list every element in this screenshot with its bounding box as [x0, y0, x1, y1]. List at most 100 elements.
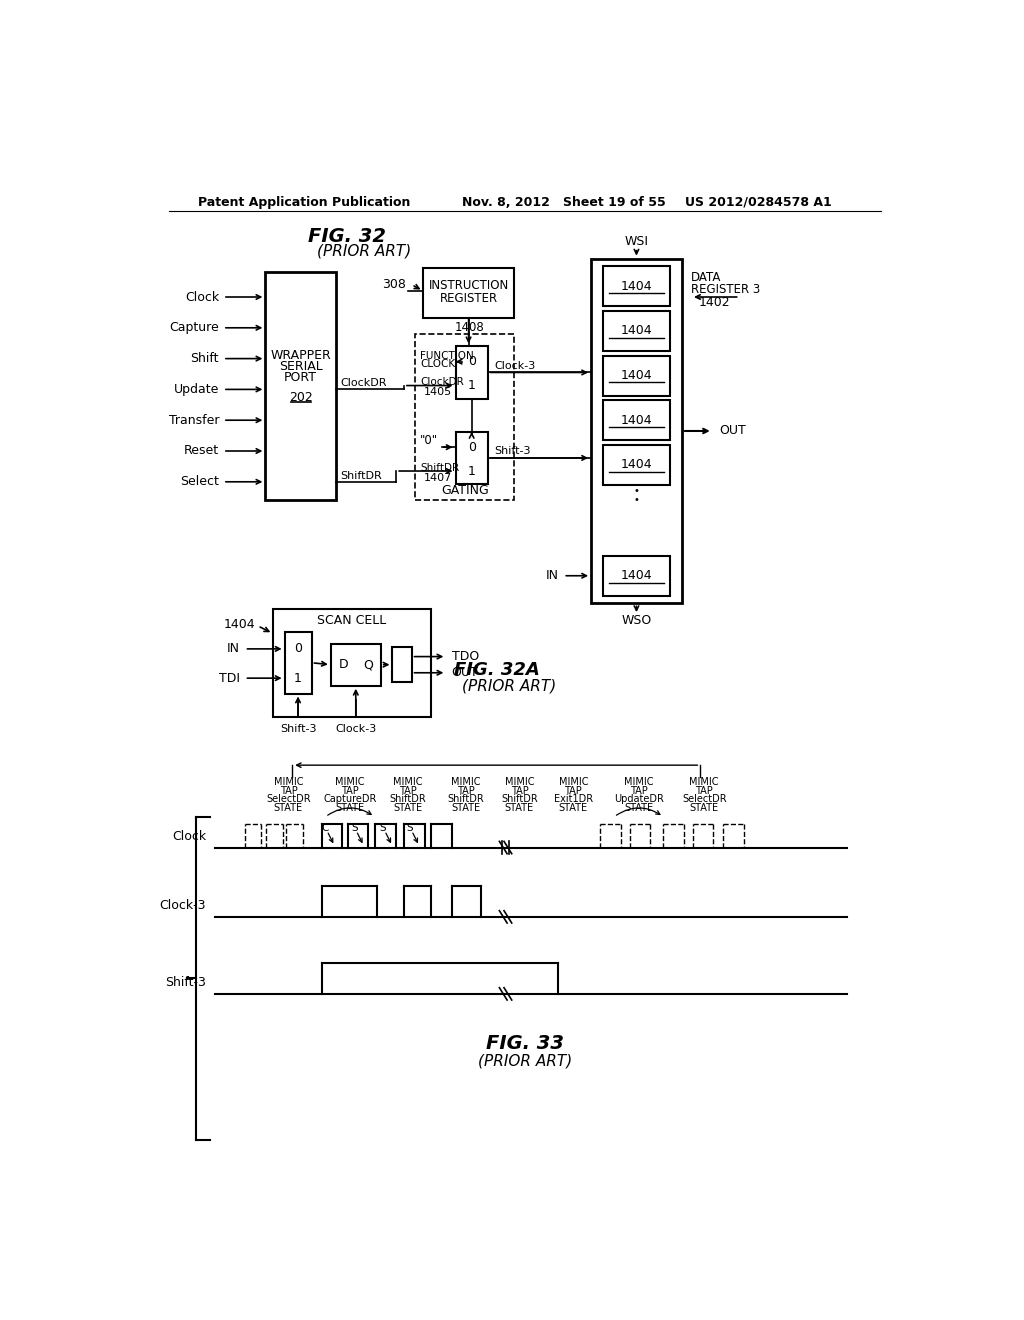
Text: MIMIC: MIMIC — [505, 777, 535, 787]
Text: 1405: 1405 — [424, 388, 452, 397]
Bar — [602, 445, 671, 484]
Text: Shift: Shift — [190, 352, 219, 366]
Text: WSO: WSO — [622, 614, 651, 627]
Text: ClockDR: ClockDR — [420, 378, 464, 388]
Text: TAP: TAP — [341, 785, 358, 796]
Text: (PRIOR ART): (PRIOR ART) — [316, 243, 412, 259]
Bar — [273, 609, 431, 717]
Text: Clock: Clock — [185, 290, 219, 304]
Text: 1: 1 — [468, 465, 475, 478]
Bar — [416, 334, 514, 499]
Text: Shift-3: Shift-3 — [494, 446, 530, 455]
Bar — [602, 267, 671, 306]
Text: Patent Application Publication: Patent Application Publication — [198, 195, 410, 209]
Text: 0: 0 — [468, 355, 476, 368]
Text: 1: 1 — [294, 672, 302, 685]
Text: FIG. 32A: FIG. 32A — [454, 661, 540, 680]
Text: STATE: STATE — [393, 803, 422, 813]
Text: Reset: Reset — [184, 445, 219, 458]
Bar — [602, 400, 671, 441]
Text: PORT: PORT — [285, 371, 317, 384]
Text: Clock-3: Clock-3 — [335, 723, 377, 734]
Text: 0: 0 — [294, 643, 302, 656]
Bar — [591, 259, 682, 603]
Text: Nov. 8, 2012   Sheet 19 of 55: Nov. 8, 2012 Sheet 19 of 55 — [462, 195, 666, 209]
Text: 1: 1 — [468, 379, 475, 392]
Text: Clock: Clock — [172, 829, 206, 842]
Text: FUNCTION: FUNCTION — [420, 351, 474, 362]
Text: FIG. 32: FIG. 32 — [307, 227, 386, 247]
Text: IN: IN — [546, 569, 559, 582]
Bar — [602, 556, 671, 595]
Text: STATE: STATE — [689, 803, 719, 813]
Text: S: S — [407, 822, 414, 833]
Text: D: D — [338, 659, 348, 671]
Text: TDI: TDI — [219, 672, 240, 685]
Text: S: S — [380, 822, 386, 833]
Text: CLOCK: CLOCK — [420, 359, 456, 370]
Text: ShiftDR: ShiftDR — [340, 471, 382, 480]
Text: WRAPPER: WRAPPER — [270, 348, 331, 362]
Text: Clock-3: Clock-3 — [494, 360, 536, 371]
Text: SelectDR: SelectDR — [682, 795, 726, 804]
Text: TAP: TAP — [457, 785, 474, 796]
Text: Exit1DR: Exit1DR — [554, 795, 593, 804]
Text: SERIAL: SERIAL — [279, 360, 323, 372]
Text: 0: 0 — [468, 441, 476, 454]
Text: REGISTER: REGISTER — [439, 292, 498, 305]
Text: Clock-3: Clock-3 — [160, 899, 206, 912]
Text: C: C — [322, 822, 329, 833]
Text: S: S — [351, 822, 358, 833]
Text: FIG. 33: FIG. 33 — [485, 1035, 564, 1053]
Text: WSI: WSI — [625, 235, 648, 248]
Text: Transfer: Transfer — [169, 413, 219, 426]
Text: 1408: 1408 — [455, 321, 484, 334]
Text: 1404: 1404 — [621, 569, 652, 582]
Text: •: • — [634, 486, 639, 496]
Text: MIMIC: MIMIC — [335, 777, 365, 787]
Text: GATING: GATING — [441, 483, 488, 496]
Text: MIMIC: MIMIC — [689, 777, 719, 787]
Text: Select: Select — [180, 475, 219, 488]
Bar — [331, 644, 381, 686]
Text: UpdateDR: UpdateDR — [613, 795, 664, 804]
Bar — [392, 647, 412, 682]
Text: ShiftDR: ShiftDR — [501, 795, 538, 804]
Text: ShiftDR: ShiftDR — [420, 463, 459, 473]
Text: TDO: TDO — [452, 649, 479, 663]
Bar — [285, 632, 311, 693]
Text: STATE: STATE — [336, 803, 365, 813]
Text: 1404: 1404 — [621, 325, 652, 338]
Text: TAP: TAP — [564, 785, 583, 796]
Text: Update: Update — [174, 383, 219, 396]
Text: Q: Q — [364, 659, 374, 671]
Text: ShiftDR: ShiftDR — [447, 795, 484, 804]
Text: 1404: 1404 — [223, 618, 255, 631]
Bar — [456, 346, 487, 399]
Text: 1404: 1404 — [621, 458, 652, 471]
Bar — [456, 432, 487, 484]
Bar — [423, 268, 514, 318]
Text: US 2012/0284578 A1: US 2012/0284578 A1 — [685, 195, 831, 209]
Text: REGISTER 3: REGISTER 3 — [691, 282, 761, 296]
Text: INSTRUCTION: INSTRUCTION — [428, 279, 509, 292]
Text: OUT: OUT — [719, 425, 745, 437]
Text: 1404: 1404 — [621, 370, 652, 381]
Text: STATE: STATE — [625, 803, 653, 813]
Bar — [265, 272, 336, 499]
Text: MIMIC: MIMIC — [624, 777, 653, 787]
Text: SCAN CELL: SCAN CELL — [317, 614, 387, 627]
Text: MIMIC: MIMIC — [451, 777, 480, 787]
Text: Capture: Capture — [169, 321, 219, 334]
Text: Shift-3: Shift-3 — [280, 723, 316, 734]
Text: OUT: OUT — [452, 667, 478, 680]
Bar — [602, 355, 671, 396]
Text: 1407: 1407 — [423, 473, 452, 483]
Bar — [602, 312, 671, 351]
Text: STATE: STATE — [273, 803, 303, 813]
Text: TAP: TAP — [695, 785, 713, 796]
Text: (PRIOR ART): (PRIOR ART) — [477, 1053, 572, 1068]
Text: 1402: 1402 — [698, 296, 730, 309]
Text: TAP: TAP — [399, 785, 417, 796]
Text: STATE: STATE — [505, 803, 534, 813]
